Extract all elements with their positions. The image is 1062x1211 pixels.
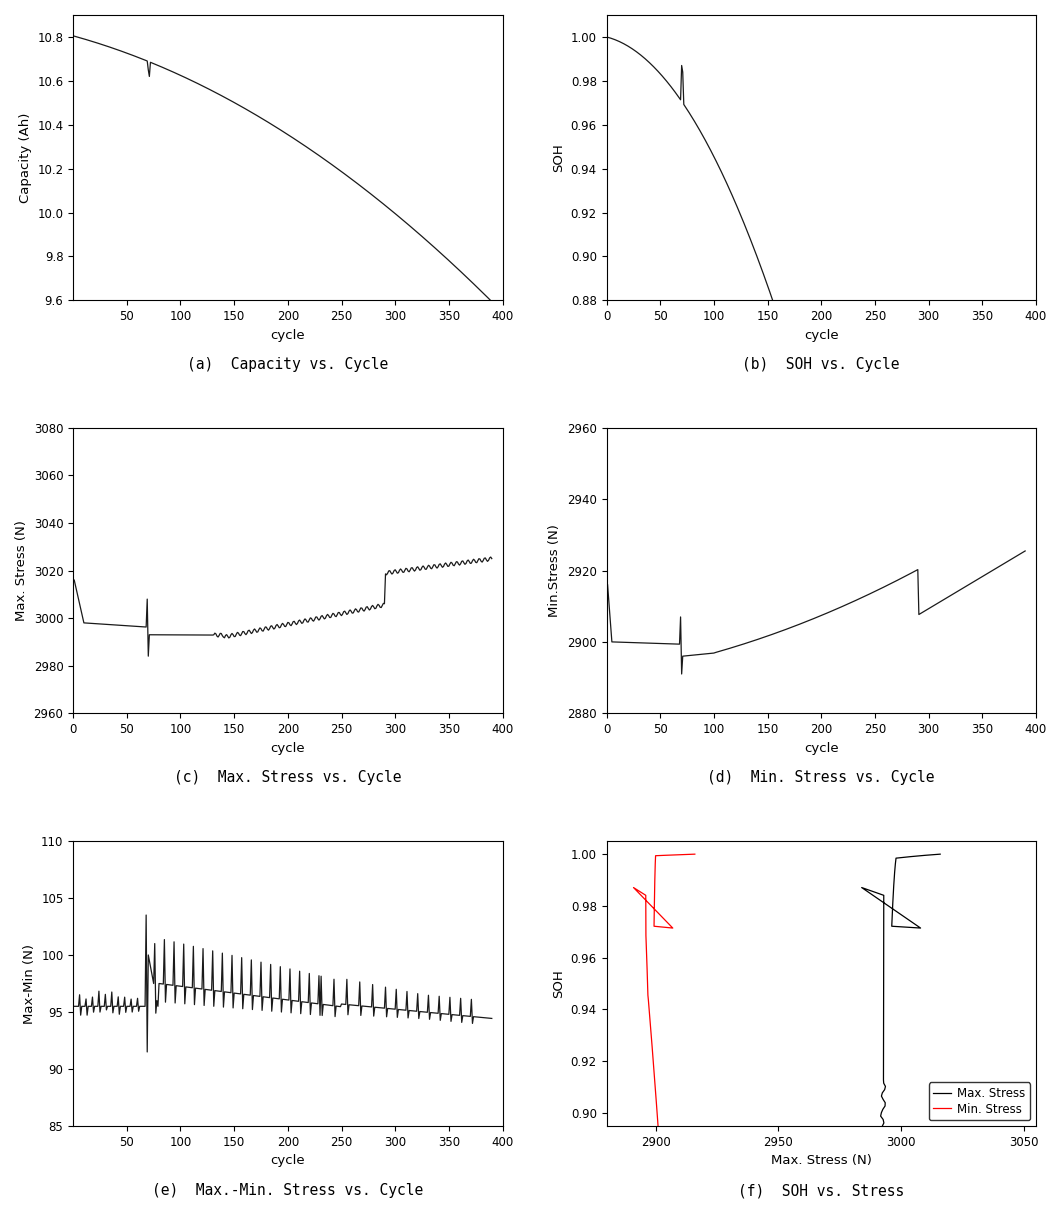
Line: Min. Stress: Min. Stress	[634, 854, 718, 1211]
X-axis label: cycle: cycle	[271, 328, 305, 342]
Text: (a)  Capacity vs. Cycle: (a) Capacity vs. Cycle	[187, 357, 389, 372]
X-axis label: cycle: cycle	[271, 741, 305, 754]
Max. Stress	[933, 846, 946, 861]
Text: (f)  SOH vs. Stress: (f) SOH vs. Stress	[738, 1183, 905, 1198]
Y-axis label: Max-Min (N): Max-Min (N)	[22, 943, 35, 1023]
Legend: Max. Stress, Min. Stress: Max. Stress, Min. Stress	[928, 1083, 1030, 1120]
Max. Stress	[887, 886, 900, 901]
Text: (b)  SOH vs. Cycle: (b) SOH vs. Cycle	[742, 357, 900, 372]
Min. Stress	[648, 886, 661, 901]
Text: (d)  Min. Stress vs. Cycle: (d) Min. Stress vs. Cycle	[707, 770, 935, 785]
Text: (e)  Max.-Min. Stress vs. Cycle: (e) Max.-Min. Stress vs. Cycle	[152, 1183, 424, 1198]
X-axis label: cycle: cycle	[804, 741, 839, 754]
X-axis label: cycle: cycle	[804, 328, 839, 342]
Y-axis label: SOH: SOH	[552, 969, 565, 998]
Min. Stress	[688, 846, 701, 861]
Y-axis label: SOH: SOH	[552, 143, 565, 172]
Y-axis label: Max. Stress (N): Max. Stress (N)	[15, 521, 28, 621]
X-axis label: Max. Stress (N): Max. Stress (N)	[771, 1154, 872, 1167]
Y-axis label: Capacity (Ah): Capacity (Ah)	[19, 113, 32, 202]
Line: Max. Stress: Max. Stress	[861, 854, 964, 1211]
Text: (c)  Max. Stress vs. Cycle: (c) Max. Stress vs. Cycle	[174, 770, 401, 785]
X-axis label: cycle: cycle	[271, 1154, 305, 1167]
Y-axis label: Min.Stress (N): Min.Stress (N)	[548, 524, 562, 618]
